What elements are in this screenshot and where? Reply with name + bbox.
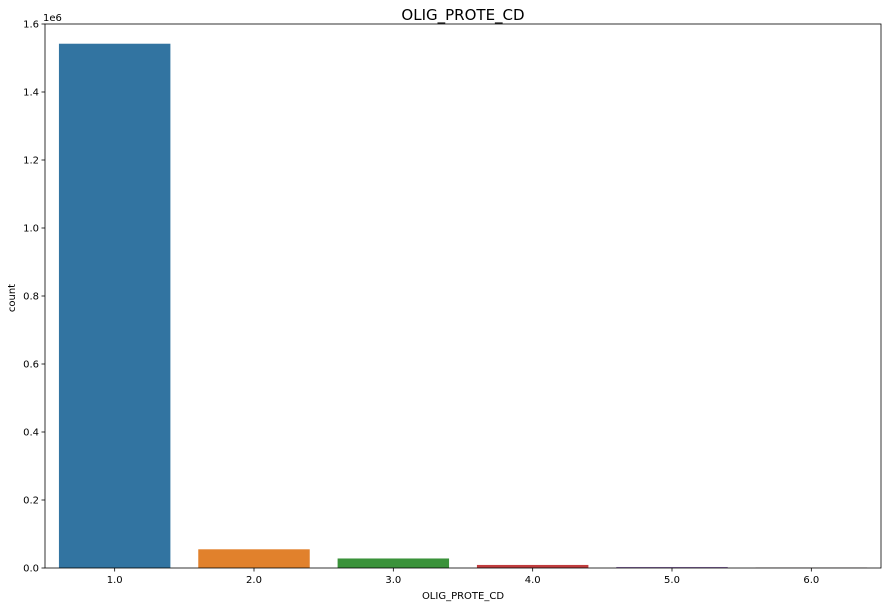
chart-title: OLIG_PROTE_CD [401,6,524,25]
x-tick-label: 1.0 [107,575,123,586]
bar-4-0 [476,564,589,568]
y-tick-label: 0.4 [23,428,39,439]
x-tick-label: 2.0 [246,575,262,586]
x-axis-label: OLIG_PROTE_CD [422,591,504,602]
y-tick-label: 0.2 [23,496,39,507]
y-tick-label: 0.6 [23,360,39,371]
y-scale-label: 1e6 [43,13,62,24]
bar-5-0 [616,566,728,568]
y-tick-label: 1.4 [23,88,39,99]
bars-group [58,43,868,569]
bar-1-0 [58,43,171,569]
x-tick-label: 4.0 [525,575,541,586]
y-tick-label: 1.0 [23,224,39,235]
bar-3-0 [337,558,450,568]
y-tick-label: 0.8 [23,292,39,303]
y-tick-label: 1.6 [23,20,39,31]
y-tick-label: 0.0 [23,564,39,575]
plot-frame [44,23,882,569]
bar-2-0 [198,549,310,568]
x-tick-label: 6.0 [803,575,819,586]
y-tick-label: 1.2 [23,156,39,167]
x-tick-label: 3.0 [385,575,401,586]
y-axis-label: count [7,284,18,312]
y-axis-ticks: 0.0 0.2 0.4 0.6 0.8 1.0 1.2 1.4 1.6 [23,20,45,575]
x-tick-label: 5.0 [664,575,680,586]
x-axis-ticks: 1.0 2.0 3.0 4.0 5.0 6.0 [107,568,819,586]
